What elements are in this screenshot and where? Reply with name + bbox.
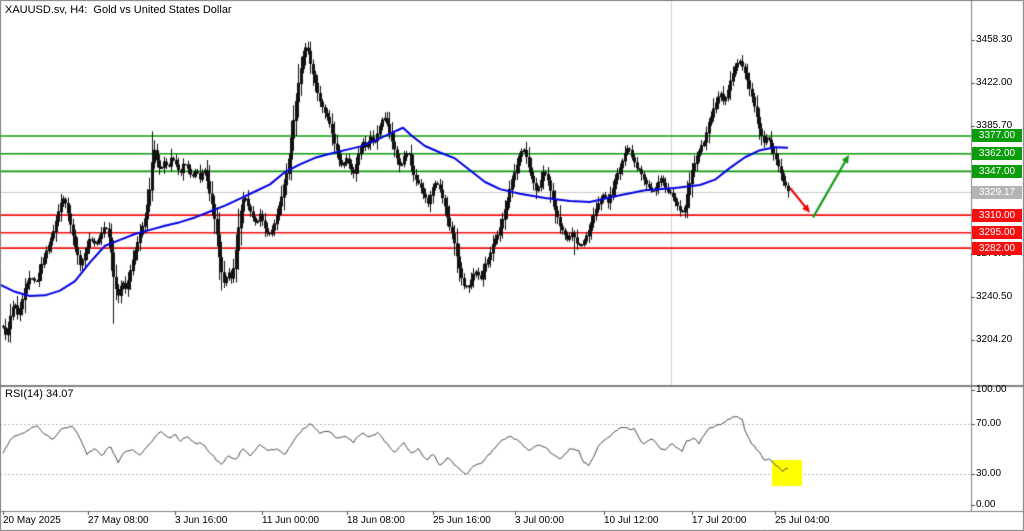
time-axis-label: 3 Jun 16:00	[175, 515, 228, 526]
rsi-axis-tick: 30.00	[976, 467, 1002, 479]
support-price-label: 3295.00	[972, 226, 1022, 240]
price-axis-tick: 3204.20	[976, 333, 1013, 345]
rsi-axis-tick: 100.00	[976, 384, 1007, 395]
rsi-indicator-label: RSI(14) 34.07	[5, 388, 74, 400]
rsi-axis-tick: 0.00	[976, 499, 996, 510]
time-axis-label: 3 Jul 00:00	[515, 515, 564, 526]
time-axis-label: 17 Jul 20:00	[692, 515, 747, 526]
resistance-price-label: 3377.00	[972, 129, 1022, 143]
resistance-price-label: 3362.00	[972, 147, 1022, 161]
current-price-label: 3329.17	[972, 185, 1022, 199]
chart-title: XAUUSD.sv, H4: Gold vs United States Dol…	[5, 4, 232, 16]
time-axis-label: 11 Jun 00:00	[262, 515, 320, 526]
time-axis-label: 20 May 2025	[3, 515, 61, 526]
time-axis-label: 10 Jul 12:00	[604, 515, 659, 526]
price-axis-tick: 3422.00	[976, 76, 1013, 88]
price-axis-tick: 3385.70	[976, 119, 1013, 131]
price-axis-tick: 3458.30	[976, 34, 1013, 45]
rsi-axis-tick: 70.00	[976, 417, 1002, 429]
price-axis-tick: 3240.50	[976, 291, 1013, 303]
time-axis-label: 25 Jun 16:00	[433, 515, 491, 526]
support-price-label: 3282.00	[972, 241, 1022, 255]
time-axis-label: 25 Jul 04:00	[775, 515, 830, 526]
time-axis-label: 27 May 08:00	[88, 515, 149, 526]
support-price-label: 3310.00	[972, 208, 1022, 222]
time-axis-label: 18 Jun 08:00	[347, 515, 405, 526]
resistance-price-label: 3347.00	[972, 164, 1022, 178]
